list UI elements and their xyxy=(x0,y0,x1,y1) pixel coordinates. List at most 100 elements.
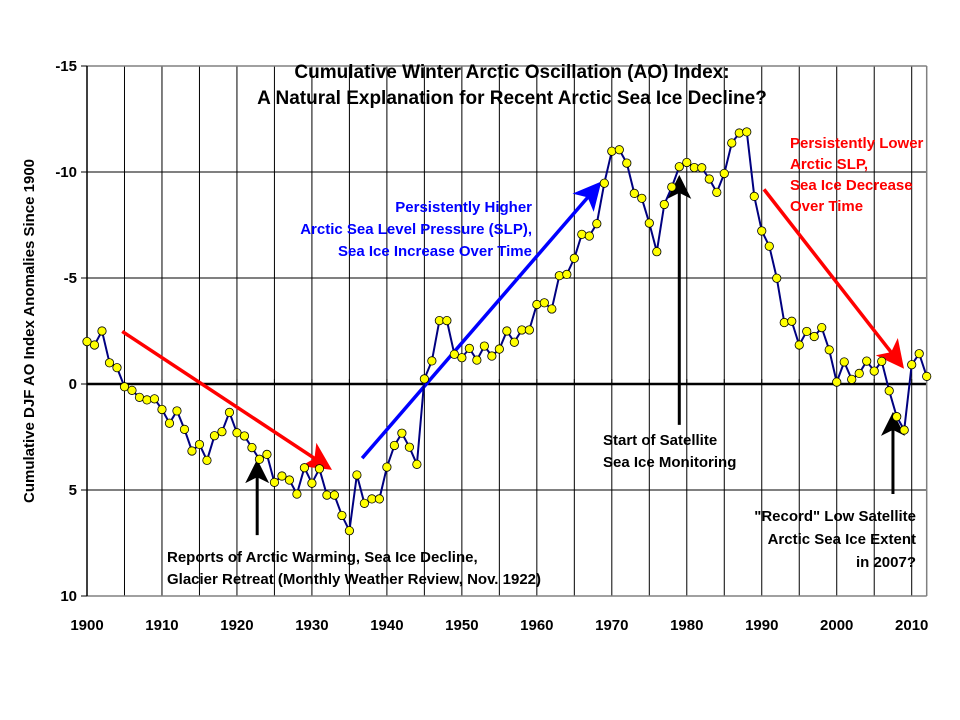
chart-title-line-2: A Natural Explanation for Recent Arctic … xyxy=(257,88,767,109)
data-point xyxy=(637,193,647,203)
data-point xyxy=(532,299,542,310)
data-point xyxy=(149,394,160,404)
data-point xyxy=(82,336,92,347)
x-tick-label: 1960 xyxy=(520,617,553,634)
grid-lines xyxy=(87,66,927,596)
data-point xyxy=(329,490,340,500)
data-point xyxy=(659,199,669,210)
annotation-text-line: Reports of Arctic Warming, Sea Ice Decli… xyxy=(167,549,478,566)
x-tick-label: 1970 xyxy=(595,617,628,634)
data-point xyxy=(719,168,729,179)
data-point xyxy=(487,351,497,361)
data-point xyxy=(914,349,924,359)
annotation-satellite-start: Start of Satellite Sea Ice Monitoring xyxy=(603,174,736,471)
data-point xyxy=(629,188,639,199)
x-tick-label: 1950 xyxy=(445,617,478,634)
data-point xyxy=(779,317,789,328)
tick-labels: -15 -10 -5 0 5 10 1900 1910 1920 1930 1940 1950 1960… xyxy=(55,58,928,634)
data-point xyxy=(809,331,819,342)
data-point xyxy=(614,145,624,155)
data-point xyxy=(554,271,564,281)
data-point xyxy=(742,127,752,137)
data-point xyxy=(247,442,257,453)
data-point xyxy=(584,231,594,241)
data-point xyxy=(674,162,684,172)
annotation-lower-slp: Persistently Lower Arctic SLP, Sea Ice Dec… xyxy=(762,135,924,369)
data-point xyxy=(277,471,287,481)
data-point xyxy=(427,356,437,366)
data-point xyxy=(464,343,474,353)
annotation-text-line: Arctic SLP, xyxy=(790,156,868,173)
data-point xyxy=(262,449,272,459)
y-tick-label: 10 xyxy=(60,588,77,605)
annotation-text-line: Start of Satellite xyxy=(603,432,717,449)
data-point xyxy=(817,323,827,333)
data-point xyxy=(104,358,115,368)
data-point xyxy=(802,326,812,337)
data-point xyxy=(569,253,579,263)
data-point xyxy=(824,345,834,355)
data-point xyxy=(607,146,617,156)
data-point xyxy=(179,424,190,434)
data-point xyxy=(382,462,392,472)
chart-title-line-1: Cumulative Winter Arctic Oscillation (AO… xyxy=(294,62,729,83)
data-point xyxy=(314,464,325,474)
annotation-early-decline xyxy=(121,329,333,470)
data-point xyxy=(667,182,677,192)
data-series xyxy=(82,127,932,536)
annotation-higher-slp: Persistently Higher Arctic Sea Level Pres… xyxy=(300,181,602,460)
data-point xyxy=(787,316,797,326)
data-point xyxy=(479,341,489,351)
data-point xyxy=(457,353,467,363)
data-point xyxy=(907,360,917,370)
data-point xyxy=(224,407,235,418)
data-point xyxy=(899,425,909,435)
data-point xyxy=(307,478,317,488)
axes xyxy=(81,65,928,597)
x-tick-label: 1920 xyxy=(220,617,253,634)
data-point xyxy=(449,349,459,359)
data-point xyxy=(509,337,519,347)
annotation-arrow xyxy=(360,181,602,460)
data-point xyxy=(209,431,220,441)
data-point xyxy=(157,404,167,415)
data-point xyxy=(622,158,632,168)
annotation-reports-1922: Reports of Arctic Warming, Sea Ice Decli… xyxy=(167,459,541,588)
data-point xyxy=(599,178,609,188)
data-point xyxy=(704,174,714,184)
x-tick-label: 1980 xyxy=(670,617,703,634)
data-point xyxy=(412,459,422,469)
annotation-text-line: Persistently Higher xyxy=(395,199,532,216)
data-point xyxy=(217,427,227,437)
data-point xyxy=(734,128,744,138)
annotation-text-line: Sea Ice Monitoring xyxy=(603,454,736,471)
data-point xyxy=(472,355,482,365)
data-point xyxy=(749,191,759,201)
data-point xyxy=(397,428,407,438)
data-point xyxy=(839,357,849,367)
annotation-text-line: Glacier Retreat (Monthly Weather Review,… xyxy=(167,571,541,588)
data-point xyxy=(502,326,512,336)
annotation-text-line: Persistently Lower xyxy=(790,135,924,152)
data-point xyxy=(494,344,504,354)
x-tick-label: 1990 xyxy=(745,617,778,634)
data-point xyxy=(202,455,212,465)
data-point xyxy=(592,219,602,229)
data-point xyxy=(359,498,370,508)
data-point xyxy=(269,477,280,487)
data-point xyxy=(299,463,310,473)
annotation-text-line: Over Time xyxy=(790,198,863,215)
data-point xyxy=(442,316,452,326)
data-point xyxy=(374,494,384,504)
annotation-record-low-2007: "Record" Low Satellite Arctic Sea Ice Ext… xyxy=(754,411,916,571)
data-point xyxy=(254,454,265,464)
data-point xyxy=(832,377,842,387)
data-point xyxy=(404,442,414,452)
y-tick-label: -5 xyxy=(64,270,77,287)
data-point xyxy=(644,218,654,228)
data-point xyxy=(389,440,399,451)
y-axis-label: Cumulative DJF AO Index Anomalies Since … xyxy=(21,159,38,503)
data-point xyxy=(239,431,250,441)
data-point xyxy=(869,366,879,376)
